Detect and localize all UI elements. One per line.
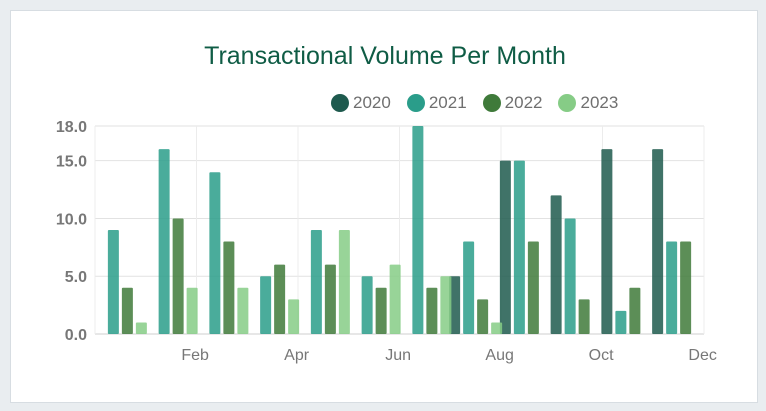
y-tick-label: 15.0 [56,154,87,171]
bar-2023-Mar [237,287,249,334]
bar-2023-Aug [491,322,503,334]
bar-2022-Oct [578,299,590,334]
bar-2021-Mar [209,172,221,334]
legend-item-2022[interactable]: 2022 [482,93,543,113]
bar-2022-Sep [527,241,539,334]
legend-swatch [482,94,501,112]
bar-2021-Jul [412,126,424,334]
bar-2021-Apr [260,276,272,334]
bar-2021-Dec [666,241,678,334]
y-tick-label: 10.0 [56,211,87,228]
x-tick-label: Dec [688,347,716,364]
x-tick-label: Aug [485,347,513,364]
bar-2023-Apr [288,299,300,334]
legend-label: 2020 [353,93,391,112]
bar-2021-Aug [463,241,475,334]
bar-2020-Nov [601,149,613,334]
legend-swatch [558,94,577,112]
bar-2021-Sep [513,160,525,334]
bar-2022-Dec [680,241,692,334]
legend-label: 2021 [428,93,467,112]
legend-label: 2023 [580,93,619,112]
y-tick-label: 5.0 [65,269,87,286]
bar-2021-Jun [361,276,373,334]
bar-2022-Jun [375,287,387,334]
bar-2022-Nov [629,287,641,334]
legend-item-2023[interactable]: 2023 [558,93,618,113]
bar-2023-Jun [389,264,401,334]
bar-2023-Feb [186,287,198,334]
bar-2022-Jan [121,287,133,334]
x-tick-label: Apr [284,347,310,364]
bar-2022-Feb [172,218,184,334]
chart-card: Transactional Volume Per Month 2020 2021… [10,10,758,403]
bar-2022-Mar [223,241,235,334]
bar-2022-Jul [426,287,438,334]
legend-item-2021[interactable]: 2021 [406,93,467,113]
bar-2020-Aug [449,276,461,334]
y-tick-label: 18.0 [56,119,87,136]
chart-title: Transactional Volume Per Month [204,42,566,70]
bar-2022-May [324,264,336,334]
bar-2021-Jan [107,230,119,334]
legend-swatch [406,94,425,112]
bar-2020-Sep [499,160,511,334]
bar-2023-Jan [135,322,147,334]
y-tick-label: 0.0 [65,327,87,344]
bar-2021-May [310,230,322,334]
legend-swatch [331,94,349,112]
x-tick-label: Oct [589,347,614,364]
bar-2021-Nov [615,310,627,334]
legend-item-2020[interactable]: 2020 [331,93,391,113]
bar-2020-Dec [652,149,664,334]
x-tick-label: Jun [385,347,411,364]
chart-legend: 2020 2021 2022 2023 [331,93,618,113]
bar-2023-Jul [440,276,452,334]
bar-2021-Feb [158,149,170,334]
bar-2022-Aug [477,299,489,334]
bar-2021-Oct [564,218,576,334]
bar-2023-May [338,230,350,334]
bar-2022-Apr [274,264,286,334]
legend-label: 2022 [504,93,543,112]
bar-2020-Oct [550,195,562,334]
x-tick-label: Feb [181,347,209,364]
